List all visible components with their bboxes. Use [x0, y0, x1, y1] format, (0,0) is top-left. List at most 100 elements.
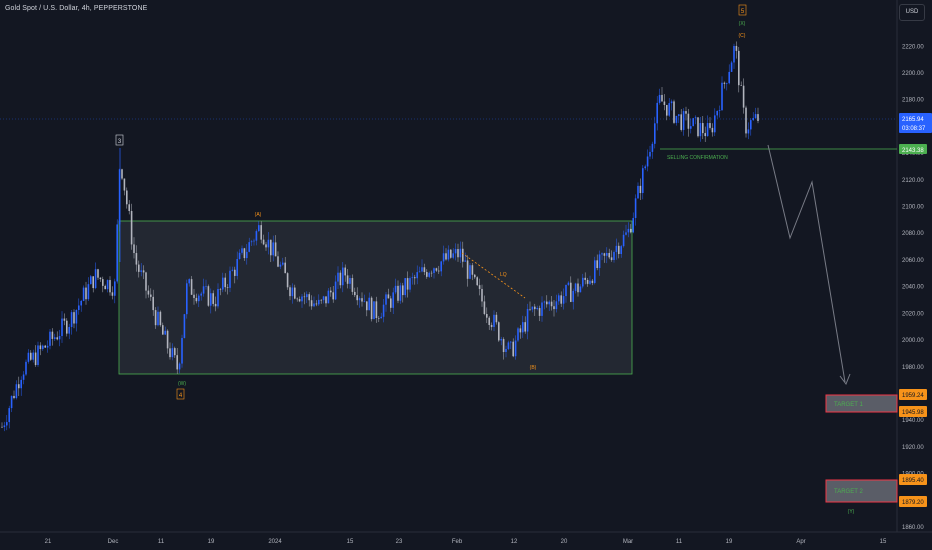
candle-body [30, 352, 32, 360]
time-tick-label: 2024 [268, 539, 282, 545]
candle-body [217, 288, 219, 307]
candle-body [678, 114, 680, 116]
time-tick-label: 12 [511, 539, 518, 545]
candle-body [582, 277, 584, 287]
last-price-value: 2165.94 [902, 117, 924, 123]
candle-body [8, 408, 10, 423]
candle-body [694, 117, 697, 119]
candle-body [670, 101, 673, 104]
candle-body [344, 267, 346, 276]
target2-upper-tag[interactable] [899, 474, 927, 485]
candle-body [438, 270, 440, 272]
wave4-box [176, 388, 185, 400]
candle-body [488, 317, 490, 325]
candle-body [610, 257, 613, 261]
candle-body [529, 308, 531, 310]
candle-body [78, 305, 80, 311]
target1-upper-value: 1959.24 [902, 393, 924, 399]
candle-body [447, 249, 450, 260]
price-tick-label: 1940.00 [902, 418, 924, 424]
price-tick-label: 2040.00 [902, 285, 924, 291]
candle-body [711, 127, 714, 133]
candle-body [642, 168, 644, 194]
candle-body [231, 269, 234, 271]
price-tick-label: 2000.00 [902, 338, 924, 344]
candle-body [733, 45, 735, 63]
range-box[interactable] [118, 220, 633, 375]
candle-body [426, 272, 428, 277]
candles [1, 41, 759, 432]
last-price-tag[interactable] [899, 113, 932, 133]
candle-body [649, 151, 651, 157]
candle-body [212, 293, 214, 304]
candle-body [471, 265, 474, 275]
candle-body [397, 285, 399, 301]
target1-upper-tag[interactable] [899, 389, 927, 400]
candle-body [70, 312, 73, 327]
candle-body [639, 185, 642, 194]
candle-body [579, 286, 582, 293]
candle-body [608, 252, 610, 258]
price-tick-label: 2060.00 [902, 258, 924, 264]
candle-body [644, 166, 646, 169]
candle-body [570, 282, 572, 302]
target1-box[interactable] [825, 394, 898, 413]
price-tick-label: 2180.00 [902, 98, 924, 104]
candle-body [452, 253, 454, 258]
candle-body [190, 279, 193, 295]
candle-body [222, 277, 224, 290]
currency-button[interactable]: USD [899, 4, 925, 21]
price-tick-label: 1860.00 [902, 525, 924, 531]
candle-body [555, 301, 558, 310]
wave3-label: 3 [118, 139, 122, 145]
candle-body [745, 107, 747, 134]
candle-body [634, 198, 637, 218]
target1-lower-tag[interactable] [899, 406, 927, 417]
candle-body [598, 254, 601, 269]
time-tick-label: 23 [396, 539, 403, 545]
candle-body [147, 290, 150, 295]
price-tick-label: 1920.00 [902, 445, 924, 451]
candle-body [517, 328, 519, 341]
candle-body [668, 103, 670, 116]
candle-body [478, 285, 481, 289]
candle-body [99, 277, 102, 280]
candle-body [730, 62, 733, 72]
candle-body [296, 298, 298, 300]
candle-body [543, 301, 546, 303]
candle-body [685, 111, 687, 114]
candle-body [320, 299, 322, 301]
candle-body [106, 280, 109, 290]
confirmation-price-tag[interactable] [899, 144, 927, 154]
lq-line[interactable] [461, 252, 526, 299]
candle-body [450, 249, 452, 258]
candle-body [111, 292, 114, 296]
time-axis[interactable]: 21 Dec 11 19 2024 15 23 Feb 12 20 Mar 11 19 Apr 15 [45, 539, 887, 545]
candle-body [680, 114, 682, 130]
candle-body [666, 104, 668, 116]
candle-body [159, 311, 162, 326]
candle-body [486, 313, 488, 318]
candle-body [750, 120, 752, 130]
candle-body [399, 285, 402, 301]
candle-body [462, 248, 464, 262]
candle-body [49, 331, 51, 346]
candle-body [361, 298, 363, 302]
candle-body [387, 294, 390, 299]
candle-body [735, 45, 738, 51]
candle-body [44, 345, 46, 348]
target2-lower-tag[interactable] [899, 496, 927, 507]
candle-body [104, 285, 106, 290]
candle-body [226, 287, 229, 288]
target2-box[interactable] [825, 479, 898, 503]
candle-body [428, 272, 430, 277]
candle-body [560, 295, 562, 304]
projection-path[interactable] [767, 144, 846, 383]
candle-body [121, 169, 123, 179]
candle-body [219, 288, 222, 290]
candle-body [459, 248, 462, 258]
candle-body [255, 231, 258, 241]
candle-body [502, 339, 505, 353]
candle-body [538, 308, 541, 316]
